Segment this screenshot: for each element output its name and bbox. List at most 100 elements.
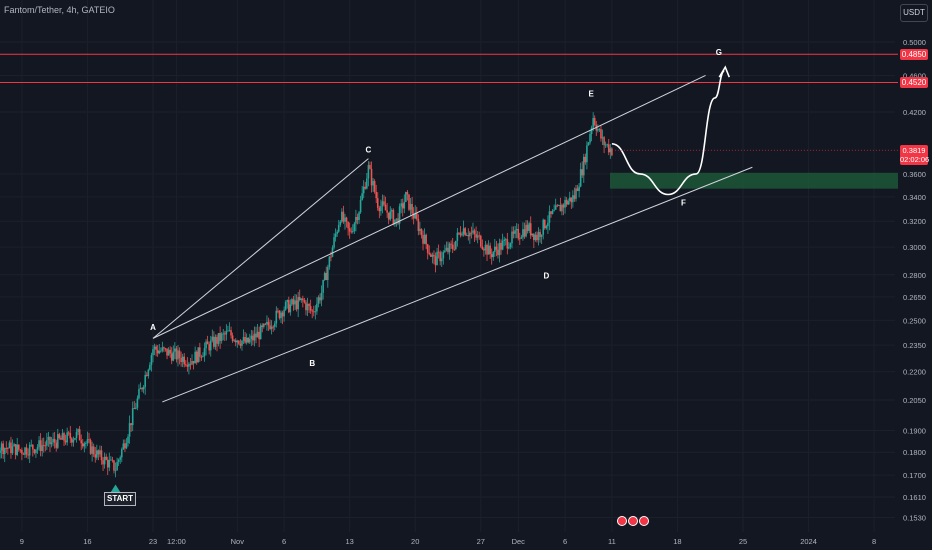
candle-body	[281, 312, 284, 317]
candle-body	[581, 169, 584, 176]
candle-body	[308, 304, 310, 307]
y-tick-label: 0.1700	[903, 471, 926, 480]
candle-body	[44, 445, 47, 447]
last-price-badge: 0.3819 02:02:06	[900, 145, 929, 165]
candle-body	[287, 300, 290, 313]
candle-body	[481, 246, 484, 250]
candle-body	[88, 439, 90, 441]
candle-body	[570, 197, 573, 203]
candle-body	[573, 195, 576, 199]
candle-body	[156, 349, 159, 354]
candle-body	[86, 439, 89, 444]
start-arrow-icon	[110, 484, 121, 498]
candle-body	[80, 440, 83, 444]
candle-body	[219, 332, 221, 341]
y-tick-label: 0.3200	[903, 217, 926, 226]
event-icon[interactable]	[628, 516, 638, 526]
candle-body	[220, 333, 223, 341]
candle-body	[448, 243, 451, 253]
x-tick-label: 11	[608, 537, 616, 546]
candle-body	[508, 247, 510, 249]
candle-body	[289, 304, 292, 313]
candle-body	[330, 256, 332, 258]
candle-body	[312, 311, 315, 313]
candle-body	[465, 235, 468, 236]
candle-body	[227, 330, 229, 332]
candle-body	[67, 432, 70, 434]
candle-body	[242, 337, 245, 341]
y-tick-label: 0.3400	[903, 193, 926, 202]
candle-body	[409, 203, 412, 210]
candle-body	[269, 325, 271, 329]
event-icon[interactable]	[639, 516, 649, 526]
candle-body	[565, 199, 568, 205]
candle-body	[103, 456, 106, 465]
candle-body	[534, 234, 537, 241]
candle-body	[459, 232, 462, 236]
price-axis[interactable]: 0.5000 0.4600 0.4200 0.3600 0.3400 0.3200 0.30…	[903, 38, 926, 522]
candle-body	[503, 239, 505, 242]
candle-body	[455, 240, 457, 250]
currency-button[interactable]: USDT	[900, 4, 928, 22]
y-tick-label: 0.2650	[903, 293, 926, 302]
candle-body	[415, 212, 418, 219]
candle-body	[348, 228, 351, 232]
symbol-title[interactable]: Fantom/Tether, 4h, GATEIO	[4, 5, 115, 15]
candle-body	[319, 297, 321, 301]
candle-body	[556, 205, 559, 207]
candle-body	[425, 234, 427, 245]
candle-body	[302, 298, 304, 301]
x-tick-label: 9	[20, 537, 24, 546]
candle-body	[597, 129, 599, 131]
candle-body	[61, 433, 64, 440]
candle-body	[228, 330, 231, 331]
candle-body	[395, 218, 398, 220]
candle-body	[601, 137, 604, 139]
candle-body	[50, 442, 53, 445]
candle-body	[553, 209, 555, 211]
candle-body	[114, 470, 117, 472]
event-icons[interactable]	[617, 516, 649, 526]
candle-body	[405, 191, 407, 202]
candle-body	[437, 251, 440, 253]
candle-body	[3, 448, 6, 455]
candle-body	[97, 450, 100, 455]
candle-body	[264, 323, 267, 325]
candle-body	[522, 229, 524, 238]
candle-body	[494, 246, 496, 252]
event-icon[interactable]	[617, 516, 627, 526]
candle-body	[436, 251, 438, 266]
candle-body	[303, 300, 306, 303]
candle-body	[110, 459, 112, 461]
wave-label-g: G	[716, 48, 722, 57]
candle-body	[211, 336, 214, 341]
hline-badge-upper: 0.4850	[900, 49, 928, 60]
candle-body	[589, 133, 591, 143]
candle-body	[341, 211, 343, 222]
candle-body	[384, 204, 387, 211]
candle-body	[149, 364, 151, 370]
time-axis[interactable]: 9 16 23 12:00 Nov 6 13 20 27 Dec 6 11 18 25 2024 8	[20, 537, 876, 546]
candle-body	[492, 251, 495, 258]
candle-body	[155, 346, 157, 350]
candle-body	[478, 235, 481, 237]
candle-body	[223, 333, 226, 335]
candle-body	[514, 230, 516, 234]
candle-body	[558, 205, 560, 206]
candle-body	[209, 340, 212, 351]
candle-body	[350, 231, 353, 233]
y-tick-label: 0.1800	[903, 448, 926, 457]
candle-body	[529, 223, 532, 236]
candle-body	[133, 408, 136, 410]
candle-body	[398, 206, 401, 224]
candle-body	[317, 297, 320, 304]
candle-body	[273, 323, 276, 327]
candle-body	[81, 443, 84, 447]
candle-body	[593, 117, 596, 125]
candle-body	[472, 230, 474, 233]
candle-body	[355, 217, 357, 224]
candle-body	[231, 335, 234, 341]
candle-body	[13, 444, 15, 447]
candle-body	[100, 450, 103, 461]
